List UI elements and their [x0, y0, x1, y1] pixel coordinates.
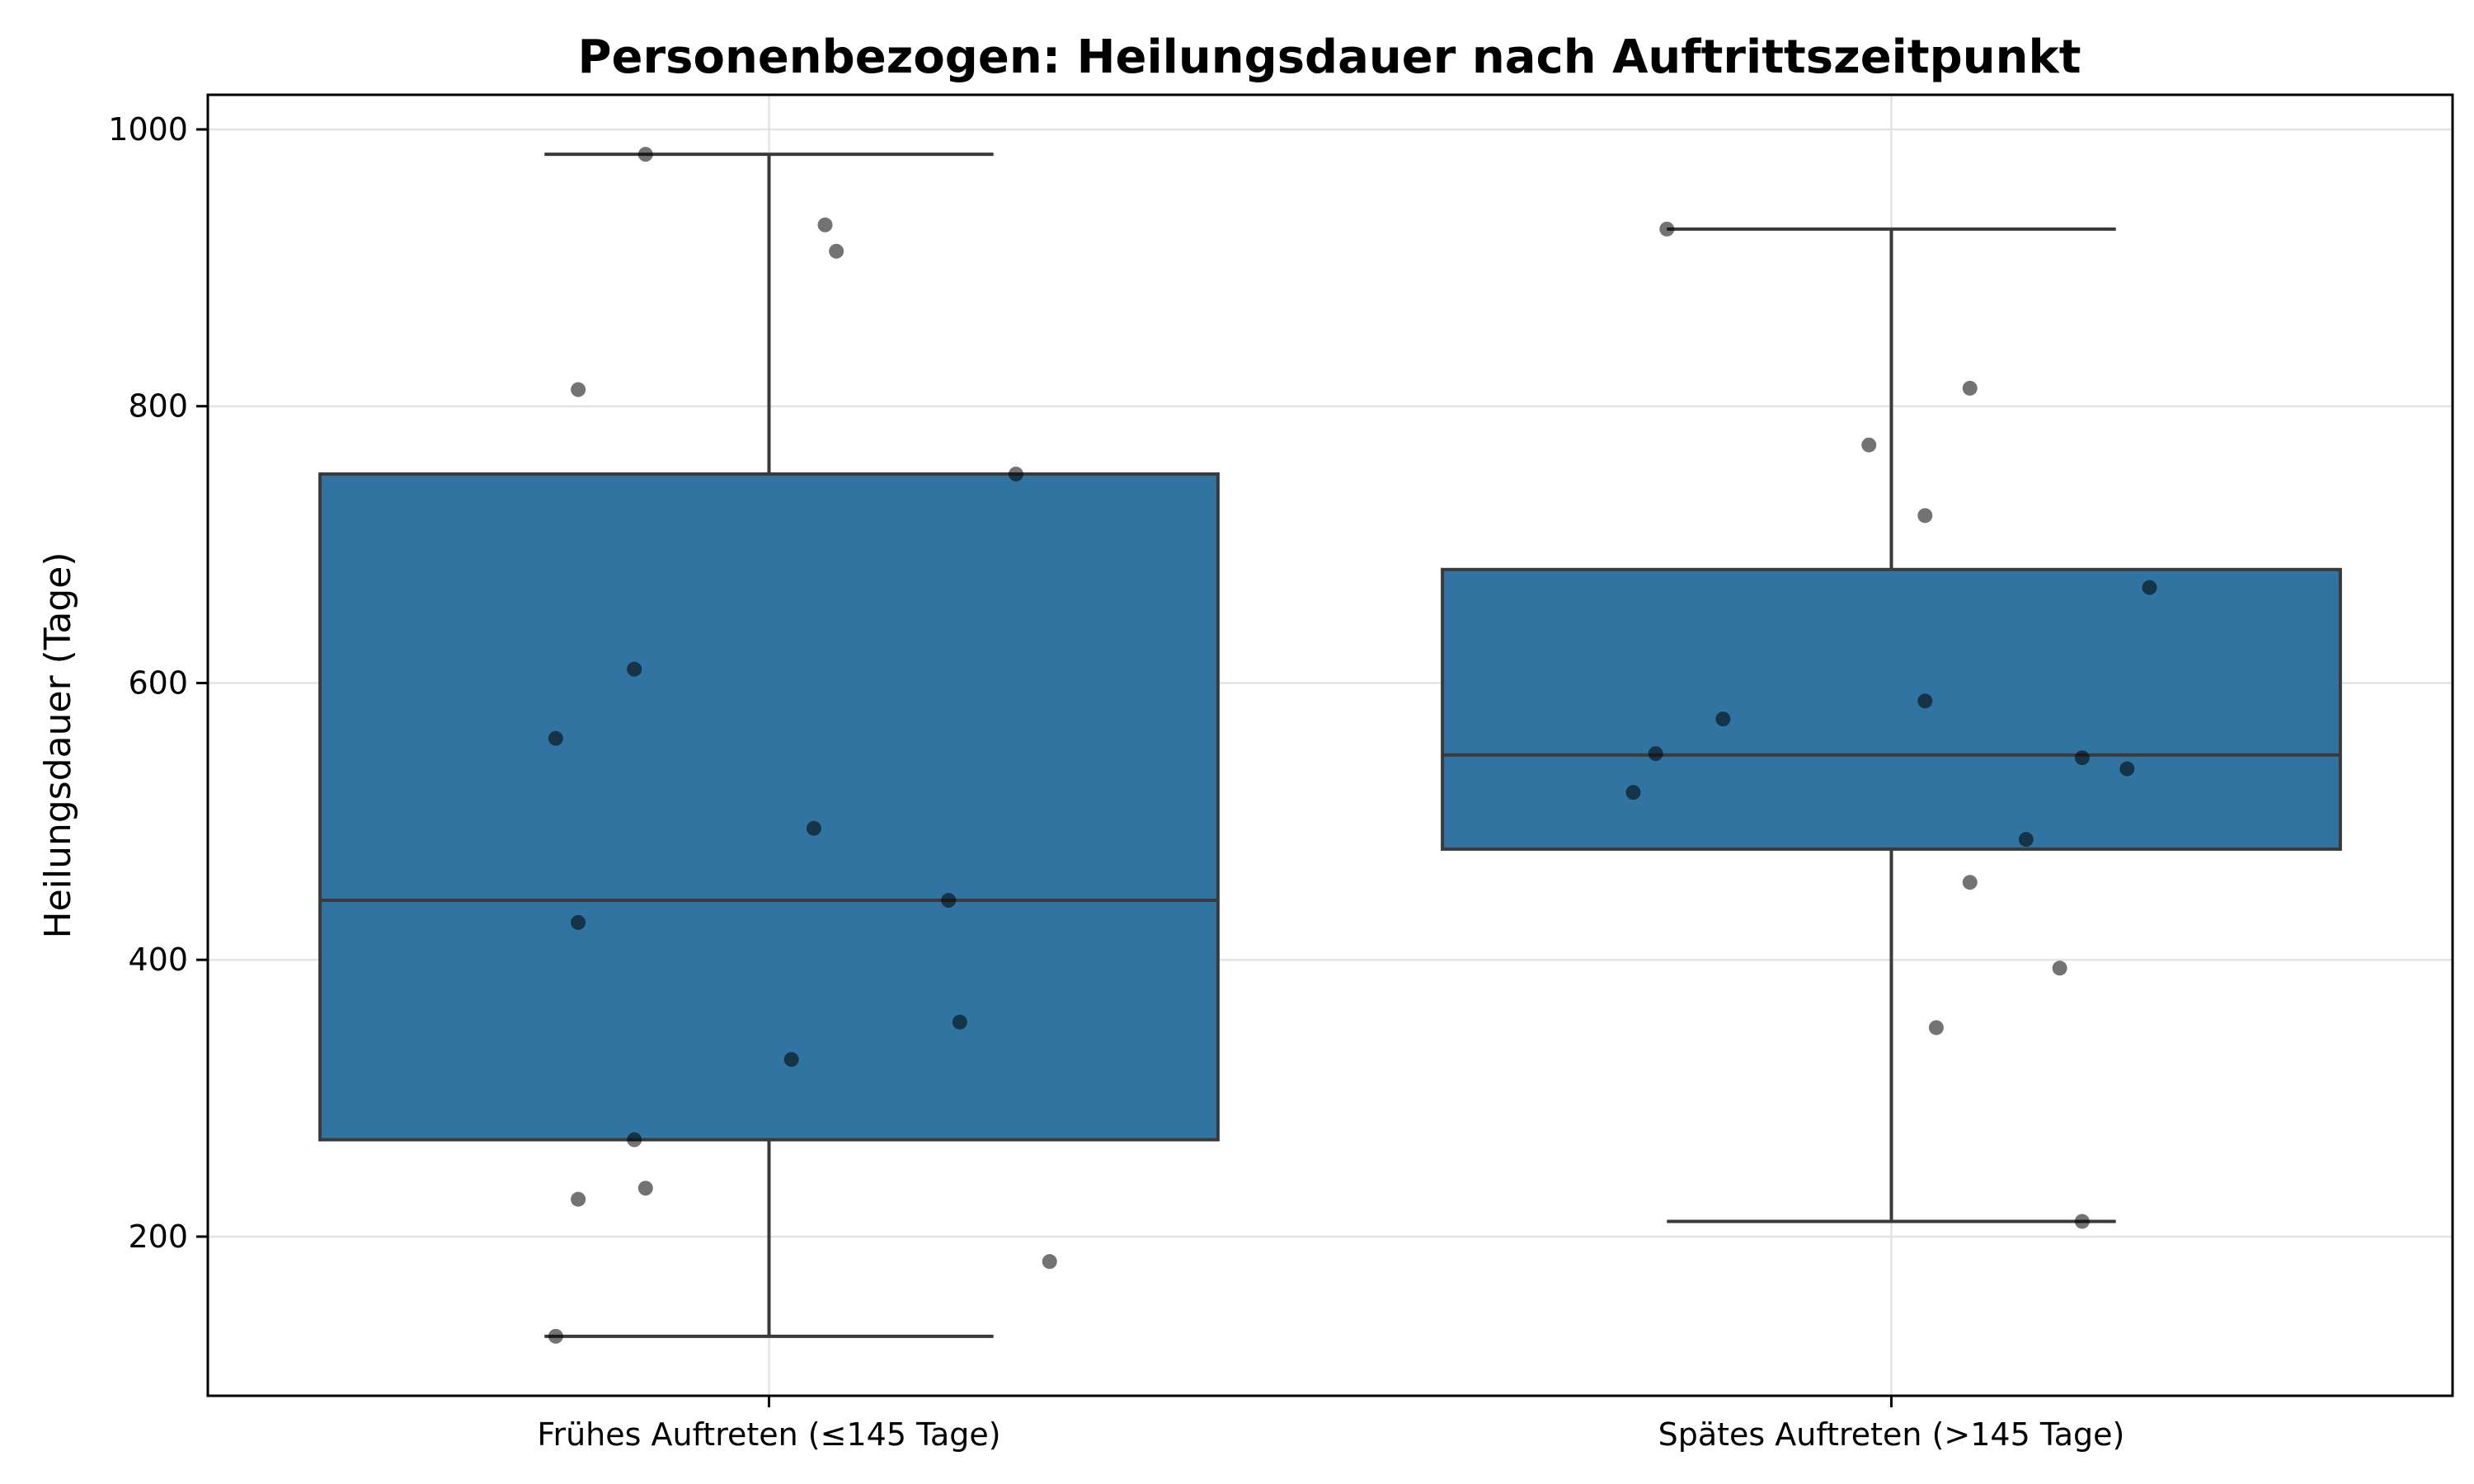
y-tick-label: 800 [128, 388, 188, 425]
data-point [1861, 437, 1877, 453]
point-layer [548, 147, 2157, 1344]
iqr-box [318, 472, 1220, 1142]
data-point [2119, 761, 2135, 777]
box-layer [318, 153, 2342, 1338]
data-point [1648, 746, 1663, 762]
data-point [2074, 1214, 2090, 1229]
box-group [1441, 227, 2342, 1223]
data-point [952, 1014, 967, 1030]
y-tick-label: 400 [128, 942, 188, 978]
x-tick-label: Frühes Auftreten (≤145 Tage) [537, 1416, 1000, 1453]
data-point [817, 217, 833, 232]
data-point [548, 730, 563, 746]
y-axis-label: Heilungsdauer (Tage) [37, 552, 79, 938]
y-tick-label: 200 [128, 1219, 188, 1255]
data-point [1042, 1254, 1057, 1270]
data-point [1917, 693, 1933, 709]
data-point [637, 1181, 653, 1196]
data-point [637, 147, 653, 162]
y-tick-label: 1000 [108, 111, 188, 148]
data-point [1928, 1020, 1944, 1036]
data-point [548, 1328, 563, 1344]
data-point [1008, 466, 1023, 481]
data-point [1625, 785, 1641, 801]
data-point [1659, 221, 1675, 237]
data-point [829, 243, 844, 259]
data-point [571, 914, 586, 930]
data-point [2142, 580, 2157, 595]
plot-frame [206, 93, 2454, 1397]
y-tick-label: 600 [128, 665, 188, 701]
data-point [571, 1191, 586, 1207]
data-point [783, 1052, 799, 1068]
data-point [2018, 832, 2034, 848]
chart-title: Personenbezogen: Heilungsdauer nach Auft… [578, 31, 2081, 84]
data-point [941, 893, 957, 909]
data-point [2052, 960, 2067, 976]
iqr-box [1441, 567, 2342, 851]
x-tick-label: Spätes Auftreten (>145 Tage) [1658, 1416, 2125, 1453]
data-point [627, 661, 642, 677]
data-point [1962, 380, 1978, 396]
data-point [1917, 508, 1933, 524]
data-point [627, 1132, 642, 1148]
data-point [1715, 711, 1731, 727]
data-point [1962, 875, 1978, 890]
axes: 200 400 600 800 1000 Frühes Auftreten (≤145 T… [108, 111, 2124, 1453]
box-group [318, 153, 1220, 1338]
data-point [2074, 750, 2090, 766]
data-point [806, 820, 821, 836]
data-point [571, 382, 586, 397]
